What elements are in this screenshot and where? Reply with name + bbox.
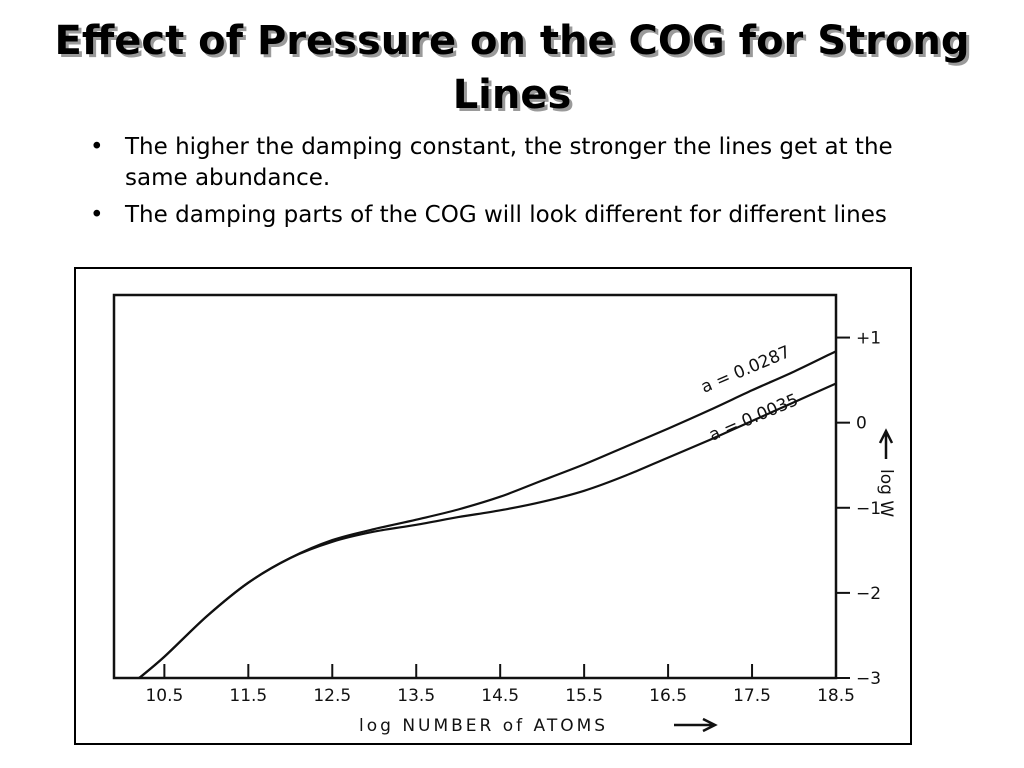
curve-of-growth-chart: 10.5 11.5 12.5 13.5 14.5 15.5 16.5 17.5 18.5 +1 0…: [112, 293, 896, 736]
x-axis-ticks: 10.5 11.5 12.5 13.5 14.5 15.5 16.5 17.5 18.5: [145, 664, 855, 706]
x-tick-label: 15.5: [565, 686, 603, 706]
series-label-a0035: a = 0.0035: [706, 390, 801, 446]
bullet-dot: •: [90, 134, 104, 160]
y-axis-label: log W: [876, 469, 896, 517]
x-tick-label: 16.5: [649, 686, 687, 706]
x-tick-label: 17.5: [733, 686, 771, 706]
x-tick-label: 13.5: [397, 686, 435, 706]
y-tick-label: −3: [856, 669, 881, 689]
x-tick-label: 18.5: [817, 686, 855, 706]
x-tick-label: 10.5: [145, 686, 183, 706]
slide-title: Effect of Pressure on the COG for Strong…: [54, 18, 970, 118]
plot-frame: [112, 293, 838, 680]
x-axis-arrow-icon: [674, 717, 718, 733]
y-tick-label: −1: [856, 499, 881, 519]
bullet-dot: •: [90, 202, 104, 228]
bullet-text: The higher the damping constant, the str…: [125, 134, 893, 191]
x-axis-label: log NUMBER of ATOMS: [359, 716, 608, 736]
x-tick-label: 14.5: [481, 686, 519, 706]
y-axis-title: log W: [876, 428, 896, 517]
figure-frame: 10.5 11.5 12.5 13.5 14.5 15.5 16.5 17.5 18.5 +1 0…: [74, 267, 912, 745]
series-group: [138, 350, 837, 679]
bullet-item: • The damping parts of the COG will look…: [90, 200, 940, 231]
x-tick-label: 11.5: [229, 686, 267, 706]
series-line-a0035: [138, 382, 837, 679]
y-tick-label: −2: [856, 584, 881, 604]
x-axis-title: log NUMBER of ATOMS: [359, 716, 718, 736]
y-tick-label: 0: [856, 414, 867, 434]
y-axis-arrow-icon: [878, 428, 894, 459]
series-line-a0287: [138, 350, 837, 679]
bullet-item: • The higher the damping constant, the s…: [90, 132, 940, 194]
y-axis-ticks: +1 0 −1 −2 −3: [836, 329, 881, 689]
series-label-a0287: a = 0.0287: [698, 342, 793, 398]
bullet-text: The damping parts of the COG will look d…: [125, 202, 887, 228]
x-tick-label: 12.5: [313, 686, 351, 706]
bullet-list: • The higher the damping constant, the s…: [90, 132, 940, 237]
y-tick-label: +1: [856, 329, 881, 349]
